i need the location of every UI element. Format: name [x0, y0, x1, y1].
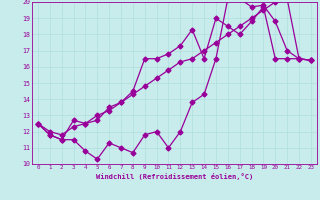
X-axis label: Windchill (Refroidissement éolien,°C): Windchill (Refroidissement éolien,°C) — [96, 173, 253, 180]
